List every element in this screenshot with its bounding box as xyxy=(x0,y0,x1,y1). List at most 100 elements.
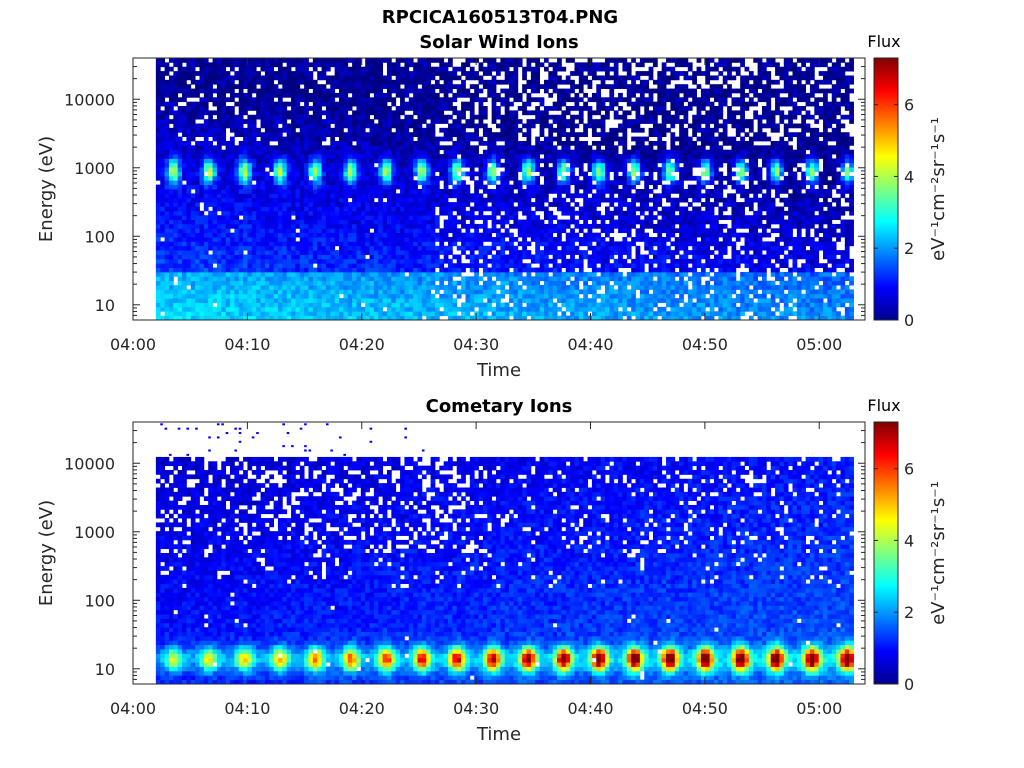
heatmap-cell xyxy=(500,306,506,312)
heatmap-cell xyxy=(173,271,179,277)
heatmap-cell xyxy=(530,202,536,207)
heatmap-cell xyxy=(404,306,410,312)
heatmap-cell xyxy=(168,215,174,220)
heatmap-cell xyxy=(487,136,493,142)
heatmap-cell xyxy=(487,293,493,299)
heatmap-cell xyxy=(395,219,401,225)
heatmap-cell xyxy=(365,92,370,98)
heatmap-cell xyxy=(421,302,427,308)
heatmap-cell xyxy=(277,66,283,72)
heatmap-cell xyxy=(557,263,562,268)
heatmap-cell xyxy=(168,271,174,277)
heatmap-cell xyxy=(352,162,357,168)
heatmap-cell xyxy=(491,315,497,321)
heatmap-cell xyxy=(543,123,549,129)
heatmap-cell xyxy=(352,136,357,142)
heatmap-cell xyxy=(186,106,192,111)
heatmap-cell xyxy=(299,114,305,120)
heatmap-cell xyxy=(282,175,288,181)
heatmap-cell xyxy=(413,223,418,229)
heatmap-cell xyxy=(203,271,209,277)
heatmap-cell xyxy=(395,88,401,94)
heatmap-cell xyxy=(334,79,340,85)
heatmap-cell xyxy=(216,66,222,72)
heatmap-cell xyxy=(496,145,501,151)
heatmap-cell xyxy=(356,245,362,251)
heatmap-cell xyxy=(452,106,458,111)
heatmap-cell xyxy=(221,280,227,286)
heatmap-cell xyxy=(234,245,240,251)
heatmap-cell xyxy=(408,267,414,273)
heatmap-cell xyxy=(317,75,322,81)
heatmap-cell xyxy=(230,210,235,216)
heatmap-cell xyxy=(426,92,431,98)
heatmap-cell xyxy=(317,306,322,312)
heatmap-cell xyxy=(317,219,322,225)
heatmap-cell xyxy=(208,180,213,186)
heatmap-cell xyxy=(173,175,179,181)
heatmap-cell xyxy=(334,315,340,321)
heatmap-cell xyxy=(251,285,257,290)
heatmap-cell xyxy=(452,123,458,129)
heatmap-cell xyxy=(264,58,270,63)
heatmap-cell xyxy=(417,175,423,181)
heatmap-cell xyxy=(356,293,362,299)
heatmap-cell xyxy=(373,280,379,286)
heatmap-cell xyxy=(382,267,388,273)
heatmap-cell xyxy=(360,202,366,207)
heatmap-cell xyxy=(251,101,257,107)
heatmap-cell xyxy=(260,311,266,317)
heatmap-cell xyxy=(382,180,388,186)
heatmap-cell xyxy=(452,215,458,220)
heatmap-cell xyxy=(487,280,493,286)
heatmap-cell xyxy=(391,114,397,120)
heatmap-cell xyxy=(465,158,471,164)
heatmap-cell xyxy=(373,206,379,212)
heatmap-cell xyxy=(221,167,227,172)
heatmap-cell xyxy=(168,175,174,181)
heatmap-cell xyxy=(168,254,174,260)
heatmap-cell xyxy=(491,175,497,181)
heatmap-cell xyxy=(317,88,322,94)
heatmap-cell xyxy=(434,114,440,120)
heatmap-cell xyxy=(190,250,196,255)
heatmap-cell xyxy=(461,154,466,159)
heatmap-cell xyxy=(343,263,349,268)
heatmap-cell xyxy=(504,101,510,107)
heatmap-cell xyxy=(408,237,414,242)
heatmap-cell xyxy=(190,119,196,124)
heatmap-cell xyxy=(321,110,327,116)
heatmap-cell xyxy=(160,97,165,103)
heatmap-cell xyxy=(535,140,540,146)
heatmap-cell xyxy=(386,311,392,317)
heatmap-cell xyxy=(221,315,227,321)
heatmap-cell xyxy=(343,298,349,303)
heatmap-cell xyxy=(221,293,227,299)
heatmap-cell xyxy=(421,189,427,194)
heatmap-cell xyxy=(356,162,362,168)
heatmap-cell xyxy=(230,289,235,295)
heatmap-cell xyxy=(395,223,401,229)
heatmap-cell xyxy=(312,215,318,220)
heatmap-cell xyxy=(317,114,322,120)
heatmap-cell xyxy=(304,114,309,120)
heatmap-cell xyxy=(173,110,179,116)
heatmap-cell xyxy=(186,193,192,199)
heatmap-cell xyxy=(164,119,170,124)
heatmap-cell xyxy=(557,132,562,137)
heatmap-cell xyxy=(369,71,375,76)
heatmap-cell xyxy=(430,280,436,286)
heatmap-cell xyxy=(308,123,314,129)
heatmap-cell xyxy=(504,276,510,282)
heatmap-cell xyxy=(369,88,375,94)
heatmap-cell xyxy=(291,175,296,181)
heatmap-cell xyxy=(325,106,331,111)
heatmap-cell xyxy=(282,127,288,133)
heatmap-cell xyxy=(482,197,488,203)
heatmap-cell xyxy=(221,84,227,89)
heatmap-cell xyxy=(552,267,558,273)
heatmap-cell xyxy=(203,315,209,321)
heatmap-cell xyxy=(517,158,523,164)
heatmap-cell xyxy=(400,71,405,76)
heatmap-cell xyxy=(277,175,283,181)
